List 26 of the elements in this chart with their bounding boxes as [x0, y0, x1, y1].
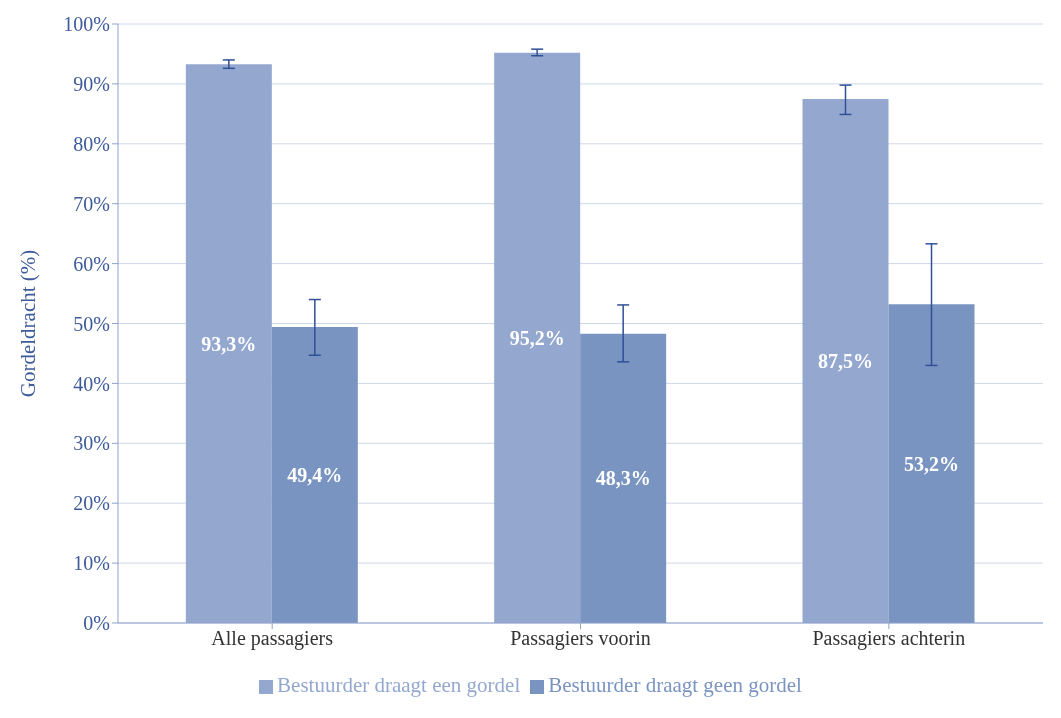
y-tick-label: 90% — [73, 73, 110, 95]
data-label: 48,3% — [595, 467, 651, 490]
x-tick-label: Passagiers voorin — [510, 627, 651, 651]
bar — [271, 327, 358, 623]
legend-label: Bestuurder draagt een gordel — [277, 673, 521, 697]
data-label: 53,2% — [904, 452, 959, 475]
legend-label: Bestuurder draagt geen gordel — [548, 673, 802, 697]
y-tick-label: 0% — [83, 612, 110, 635]
x-tick-label: Alle passagiers — [211, 627, 334, 651]
y-tick-label: 10% — [73, 552, 110, 575]
y-axis-title: Gordeldracht (%) — [16, 249, 41, 398]
y-tick-label: 70% — [73, 192, 110, 215]
data-label: 49,4% — [287, 464, 343, 487]
x-tick-label: Passagiers achterin — [812, 627, 966, 651]
data-label: 93,3% — [201, 332, 257, 355]
y-tick-label: 60% — [73, 252, 110, 275]
y-tick-label: 80% — [73, 132, 110, 155]
y-tick-label: 40% — [73, 372, 110, 395]
bar — [888, 304, 975, 623]
y-tick-label: 50% — [73, 312, 110, 335]
data-label: 87,5% — [818, 350, 873, 373]
data-label: 95,2% — [509, 326, 565, 349]
y-tick-label: 30% — [73, 432, 110, 455]
y-tick-label: 100% — [63, 13, 110, 36]
bar — [580, 333, 667, 623]
y-tick-label: 20% — [73, 492, 110, 515]
